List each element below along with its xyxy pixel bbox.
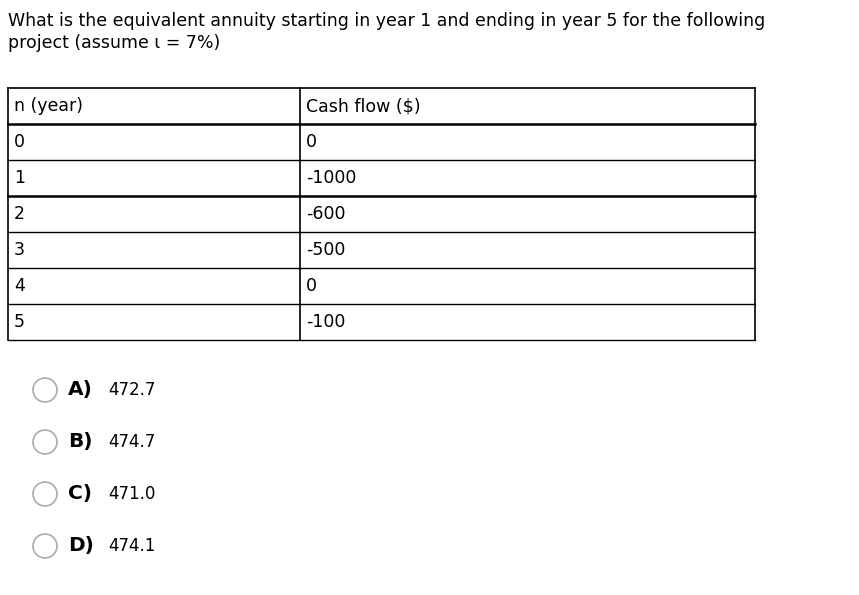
Text: C): C): [68, 484, 92, 503]
Text: 0: 0: [306, 277, 317, 295]
Text: A): A): [68, 380, 93, 399]
Text: 471.0: 471.0: [108, 485, 155, 503]
Text: n (year): n (year): [14, 97, 83, 115]
Text: 0: 0: [306, 133, 317, 151]
Text: 1: 1: [14, 169, 25, 187]
Text: Cash flow ($): Cash flow ($): [306, 97, 421, 115]
Text: -500: -500: [306, 241, 345, 259]
Text: 474.1: 474.1: [108, 537, 155, 555]
Text: 2: 2: [14, 205, 25, 223]
Text: B): B): [68, 433, 93, 452]
Text: 474.7: 474.7: [108, 433, 155, 451]
Text: project (assume ι = 7%): project (assume ι = 7%): [8, 34, 220, 52]
Text: 5: 5: [14, 313, 25, 331]
Text: -100: -100: [306, 313, 345, 331]
Text: -600: -600: [306, 205, 345, 223]
Text: D): D): [68, 537, 94, 556]
Text: -1000: -1000: [306, 169, 356, 187]
Text: 0: 0: [14, 133, 25, 151]
Text: 4: 4: [14, 277, 25, 295]
Text: 472.7: 472.7: [108, 381, 155, 399]
Text: What is the equivalent annuity starting in year 1 and ending in year 5 for the f: What is the equivalent annuity starting …: [8, 12, 765, 30]
Text: 3: 3: [14, 241, 25, 259]
